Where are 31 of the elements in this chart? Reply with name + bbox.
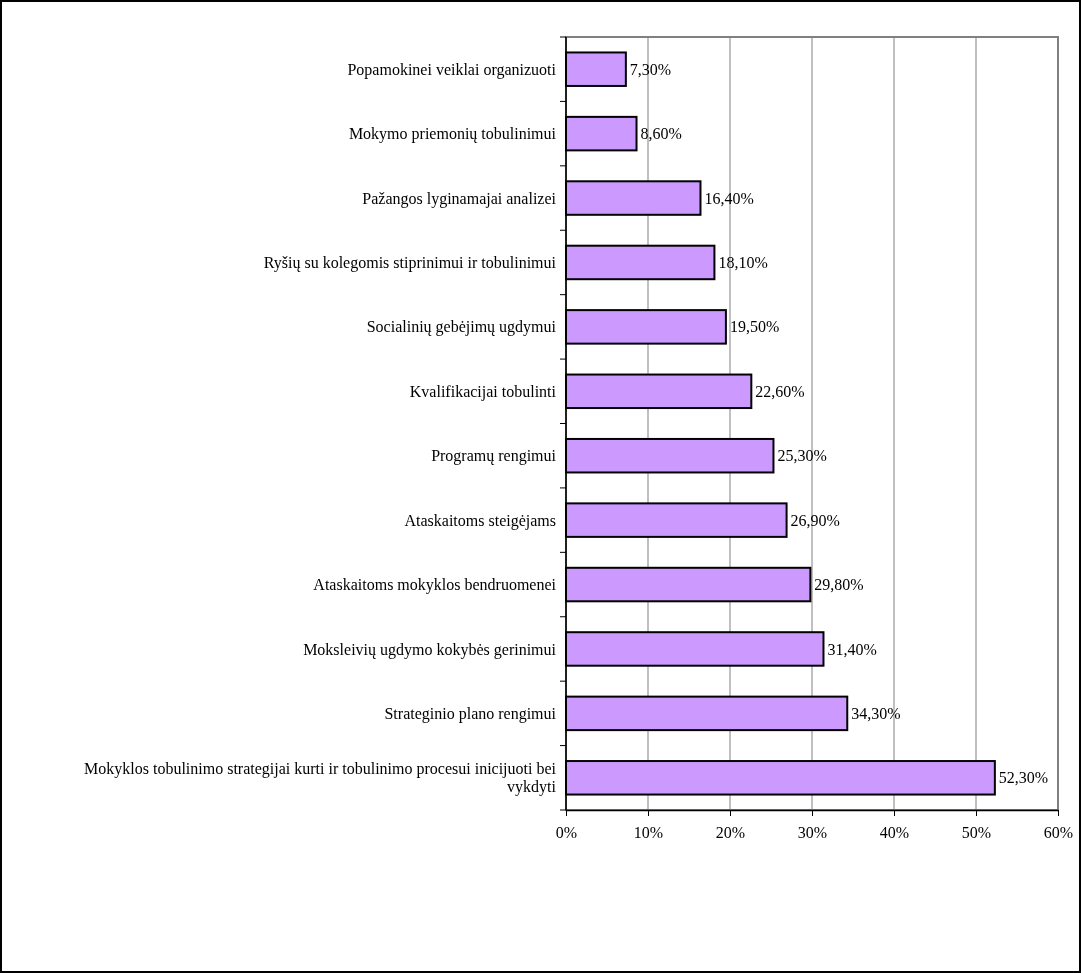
data-label: 18,10% — [718, 254, 768, 272]
data-label: 22,60% — [755, 382, 805, 400]
y-tick-label: Mokymo priemonių tobulinimui — [348, 125, 557, 144]
data-label: 52,30% — [998, 769, 1049, 787]
y-tick-label: Pažangos lyginamajai analizei — [362, 189, 557, 208]
y-tick-label: Ataskaitoms mokyklos bendruomenei — [313, 576, 557, 595]
x-tick-label: 30% — [797, 824, 828, 842]
y-tick-label: Ryšių su kolegomis stiprinimui ir tobulinimui — [263, 254, 557, 273]
x-tick-label: 40% — [879, 824, 910, 842]
y-tick-label: Ataskaitoms steigėjams — [404, 511, 556, 530]
data-label: 34,30% — [851, 704, 901, 722]
data-label: 25,30% — [777, 447, 827, 465]
y-tick-label: Socialinių gebėjimų ugdymui — [366, 318, 557, 337]
data-label: 16,40% — [704, 189, 754, 207]
data-label: 8,60% — [640, 125, 682, 143]
y-tick-label: Programų rengimui — [431, 447, 557, 466]
x-tick-label: 50% — [961, 824, 992, 842]
y-tick-label: Mokyklos tobulinimo strategijai kurti ir tobulinimo procesui inicijuoti bei vykdyti — [84, 760, 557, 797]
x-tick-label: 10% — [633, 824, 664, 842]
data-label: 29,80% — [814, 576, 864, 594]
data-label: 7,30% — [629, 60, 672, 78]
y-tick-label: Strateginio plano rengimui — [384, 704, 557, 723]
data-label: 31,40% — [827, 640, 877, 658]
x-tick-label: 20% — [715, 824, 746, 842]
y-tick-label: Kvalifikacijai tobulinti — [409, 382, 557, 401]
x-tick-label: 0% — [555, 824, 578, 842]
y-tick-label: Popamokinei veiklai organizuoti — [347, 60, 557, 79]
data-label: 19,50% — [729, 318, 780, 336]
y-tick-label: Moksleivių ugdymo kokybės gerinimui — [303, 640, 557, 659]
x-tick-label: 60% — [1043, 824, 1074, 842]
data-label: 26,90% — [790, 511, 840, 529]
